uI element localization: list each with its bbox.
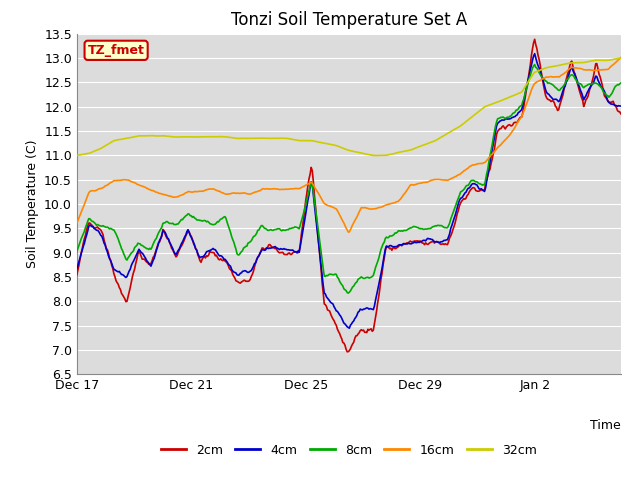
32cm: [519, 88, 527, 94]
2cm: [617, 111, 625, 117]
32cm: [335, 144, 342, 149]
16cm: [73, 220, 81, 226]
Line: 32cm: 32cm: [77, 58, 621, 156]
16cm: [520, 108, 527, 114]
Line: 4cm: 4cm: [77, 54, 621, 328]
4cm: [73, 266, 81, 272]
4cm: [606, 100, 614, 106]
Line: 8cm: 8cm: [77, 64, 621, 293]
Line: 16cm: 16cm: [77, 58, 621, 232]
16cm: [369, 206, 376, 212]
16cm: [398, 194, 406, 200]
4cm: [369, 306, 376, 312]
16cm: [605, 66, 612, 72]
8cm: [606, 93, 614, 99]
4cm: [398, 242, 406, 248]
16cm: [344, 229, 352, 235]
Title: Tonzi Soil Temperature Set A: Tonzi Soil Temperature Set A: [230, 11, 467, 29]
4cm: [520, 98, 527, 104]
16cm: [617, 55, 625, 60]
32cm: [397, 149, 404, 155]
4cm: [332, 306, 339, 312]
Y-axis label: Soil Temperature (C): Soil Temperature (C): [26, 140, 38, 268]
8cm: [531, 61, 538, 67]
4cm: [531, 51, 538, 57]
Line: 2cm: 2cm: [77, 39, 621, 352]
8cm: [73, 249, 81, 254]
32cm: [367, 152, 375, 158]
16cm: [332, 205, 339, 211]
2cm: [520, 103, 527, 109]
Text: Time: Time: [590, 419, 621, 432]
8cm: [617, 80, 625, 86]
2cm: [332, 321, 339, 326]
8cm: [398, 228, 406, 234]
2cm: [531, 36, 538, 42]
Legend: 2cm, 4cm, 8cm, 16cm, 32cm: 2cm, 4cm, 8cm, 16cm, 32cm: [156, 439, 541, 462]
32cm: [332, 143, 339, 148]
2cm: [343, 349, 351, 355]
2cm: [73, 272, 81, 278]
8cm: [332, 271, 339, 277]
32cm: [604, 58, 612, 63]
2cm: [369, 328, 376, 334]
32cm: [617, 55, 625, 61]
2cm: [606, 99, 614, 105]
8cm: [344, 290, 352, 296]
32cm: [73, 153, 81, 158]
4cm: [617, 103, 625, 109]
2cm: [398, 243, 406, 249]
8cm: [520, 96, 527, 102]
2cm: [335, 328, 342, 334]
8cm: [369, 274, 376, 279]
4cm: [346, 325, 353, 331]
8cm: [335, 276, 342, 281]
16cm: [335, 210, 342, 216]
Text: TZ_fmet: TZ_fmet: [88, 44, 145, 57]
4cm: [335, 310, 342, 316]
